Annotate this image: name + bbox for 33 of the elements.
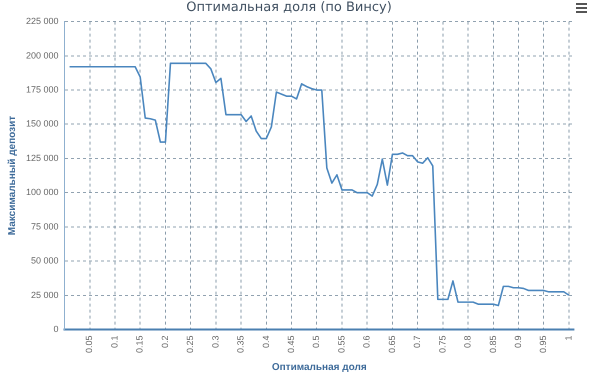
y-tick-label: 150 000 [26, 118, 59, 129]
y-tick-label: 125 000 [26, 152, 59, 163]
x-tick-label: 0.6 [362, 335, 372, 348]
chart-title: Оптимальная доля (по Винсу) [186, 0, 392, 16]
y-tick-label: 75 000 [31, 221, 59, 232]
x-tick-label: 0.05 [84, 335, 94, 354]
x-tick-label: 0.25 [185, 335, 196, 354]
y-tick-label: 0 [54, 324, 59, 334]
y-tick-label: 25 000 [31, 290, 59, 300]
x-tick-label: 0.85 [488, 335, 498, 354]
x-tick-label: 0.8 [462, 335, 473, 348]
x-tick-label: 0.1 [109, 335, 120, 348]
y-axis-title: Максимальный депозит [6, 116, 18, 236]
x-tick-label: 0.95 [538, 335, 548, 354]
y-tick-label: 100 000 [26, 187, 59, 198]
x-tick-label: 0.5 [311, 335, 322, 348]
x-axis-title: Оптимальная доля [272, 362, 367, 373]
x-tick-label: 0.7 [412, 335, 422, 348]
x-tick-label: 0.75 [437, 335, 448, 354]
x-tick-label: 0.3 [210, 335, 220, 348]
x-tick-label: 0.4 [260, 335, 271, 348]
y-tick-label: 225 000 [26, 16, 59, 26]
x-tick-label: 1 [563, 335, 574, 340]
x-tick-label: 0.15 [134, 335, 145, 354]
x-tick-label: 0.65 [386, 335, 397, 354]
x-tick-label: 0.45 [286, 335, 296, 354]
y-tick-label: 200 000 [26, 50, 59, 60]
y-tick-label: 50 000 [31, 256, 59, 266]
x-tick-label: 0.2 [160, 335, 170, 348]
x-tick-label: 0.9 [513, 335, 523, 348]
y-tick-label: 175 000 [26, 84, 59, 95]
x-tick-label: 0.35 [236, 335, 246, 354]
x-tick-label: 0.55 [336, 335, 346, 354]
